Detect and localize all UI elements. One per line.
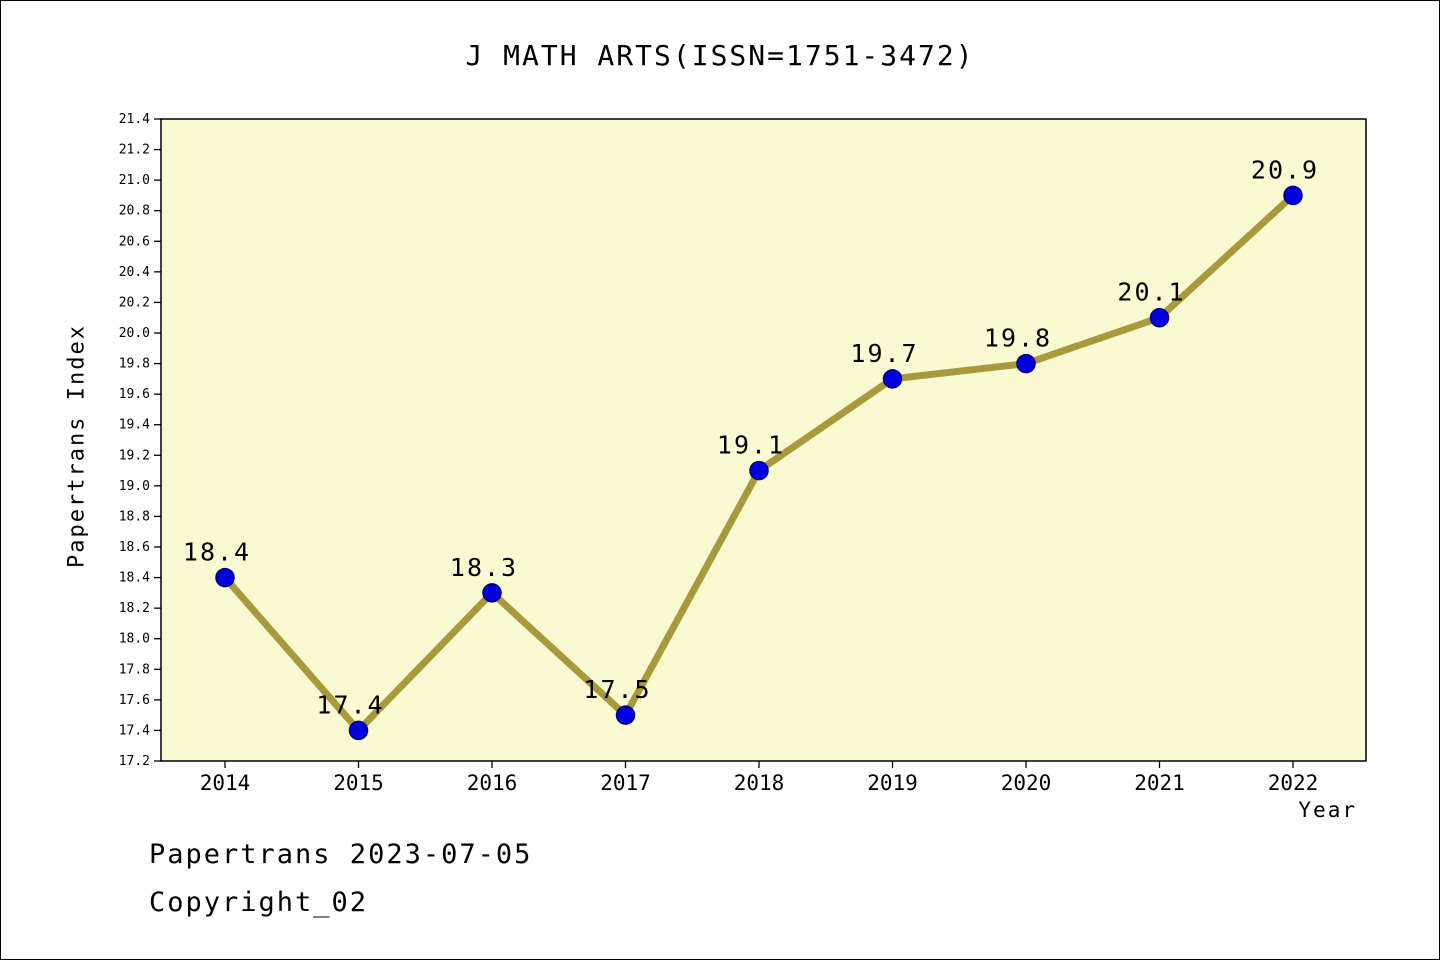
y-tick-label: 18.8 (119, 509, 150, 524)
data-point (482, 583, 502, 603)
x-axis-label: Year (1298, 798, 1357, 822)
y-tick-label: 17.2 (119, 754, 150, 769)
x-tick-label: 2015 (333, 771, 384, 795)
data-point (615, 705, 636, 725)
data-point (749, 460, 769, 481)
x-tick-label: 2016 (467, 771, 518, 795)
y-tick-label: 18.2 (119, 601, 150, 616)
data-point (215, 567, 235, 588)
y-tick-label: 19.2 (119, 448, 150, 463)
point-label: 17.4 (316, 690, 384, 719)
point-label: 19.8 (984, 324, 1052, 353)
y-tick-label: 19.6 (119, 387, 150, 402)
y-tick-label: 21.0 (119, 173, 150, 188)
y-tick-label: 20.4 (119, 265, 150, 280)
point-labels: 18.4 17.4 18.3 17.5 19.1 19.7 19.8 20.1 20.9 (183, 155, 1319, 719)
y-tick-label: 20.2 (119, 295, 150, 310)
y-tick-label: 17.6 (119, 693, 150, 708)
x-tick-label: 2019 (867, 771, 918, 795)
y-tick-label: 18.6 (119, 540, 150, 555)
y-tick-label: 20.8 (119, 204, 150, 219)
point-label: 20.9 (1251, 155, 1319, 184)
data-point (1283, 185, 1303, 206)
point-label: 18.4 (183, 538, 251, 567)
x-tick-label: 2021 (1134, 771, 1185, 795)
y-tick-label: 18.4 (119, 571, 150, 586)
data-point (1016, 353, 1036, 374)
y-tick-label: 18.0 (119, 632, 150, 647)
footer-copyright: Copyright_02 (149, 887, 369, 918)
footer-source-date: Papertrans 2023-07-05 (149, 839, 533, 870)
point-label: 18.3 (450, 553, 518, 582)
y-tick-label: 19.8 (119, 357, 150, 372)
point-label: 19.7 (850, 339, 918, 368)
y-tick-label: 17.8 (119, 662, 150, 677)
y-tick-label: 19.0 (119, 479, 150, 494)
y-tick-label: 20.0 (119, 326, 150, 341)
point-label: 17.5 (583, 675, 651, 704)
plot-area (160, 118, 1367, 762)
point-label: 19.1 (717, 431, 785, 460)
y-tick-label: 17.4 (119, 723, 150, 738)
data-point (1149, 307, 1170, 328)
x-tick-label: 2020 (1001, 771, 1052, 795)
y-axis-ticks: 17.2 17.4 17.6 17.8 18.0 18.2 18.4 18.6 18.8 19.0… (119, 112, 161, 769)
x-tick-label: 2018 (734, 771, 785, 795)
x-tick-label: 2017 (600, 771, 651, 795)
x-tick-label: 2014 (200, 771, 251, 795)
y-tick-label: 21.4 (119, 112, 150, 127)
x-axis-ticks: 2014 2015 2016 2017 2018 2019 2020 2021 2022 (200, 761, 1319, 795)
y-tick-label: 21.2 (119, 143, 150, 158)
data-point (348, 720, 369, 741)
x-tick-label: 2022 (1268, 771, 1319, 795)
data-points (215, 185, 1303, 741)
y-tick-label: 19.4 (119, 418, 150, 433)
data-point (882, 369, 903, 389)
point-label: 20.1 (1117, 278, 1185, 307)
chart-title: J MATH ARTS(ISSN=1751-3472) (465, 39, 975, 72)
y-tick-label: 20.6 (119, 234, 150, 249)
